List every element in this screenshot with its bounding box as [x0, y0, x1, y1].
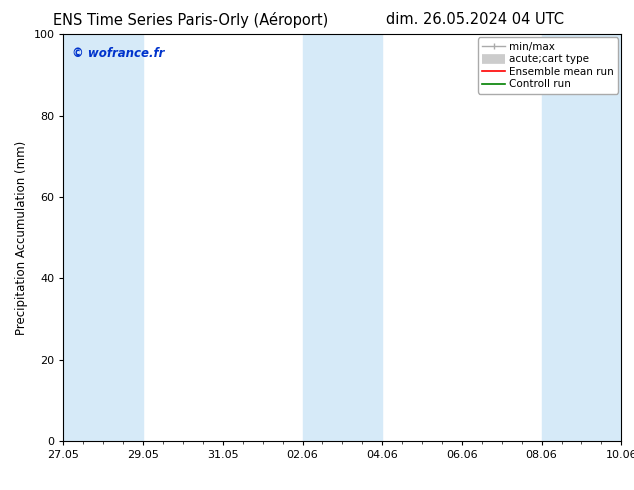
Text: dim. 26.05.2024 04 UTC: dim. 26.05.2024 04 UTC [387, 12, 564, 27]
Bar [541, 34, 621, 441]
Bar [302, 34, 382, 441]
Legend: min/max, acute;cart type, Ensemble mean run, Controll run: min/max, acute;cart type, Ensemble mean … [478, 37, 618, 94]
Text: © wofrance.fr: © wofrance.fr [72, 47, 164, 59]
Text: ENS Time Series Paris-Orly (Aéroport): ENS Time Series Paris-Orly (Aéroport) [53, 12, 328, 28]
Y-axis label: Precipitation Accumulation (mm): Precipitation Accumulation (mm) [15, 141, 28, 335]
Bar [63, 34, 143, 441]
